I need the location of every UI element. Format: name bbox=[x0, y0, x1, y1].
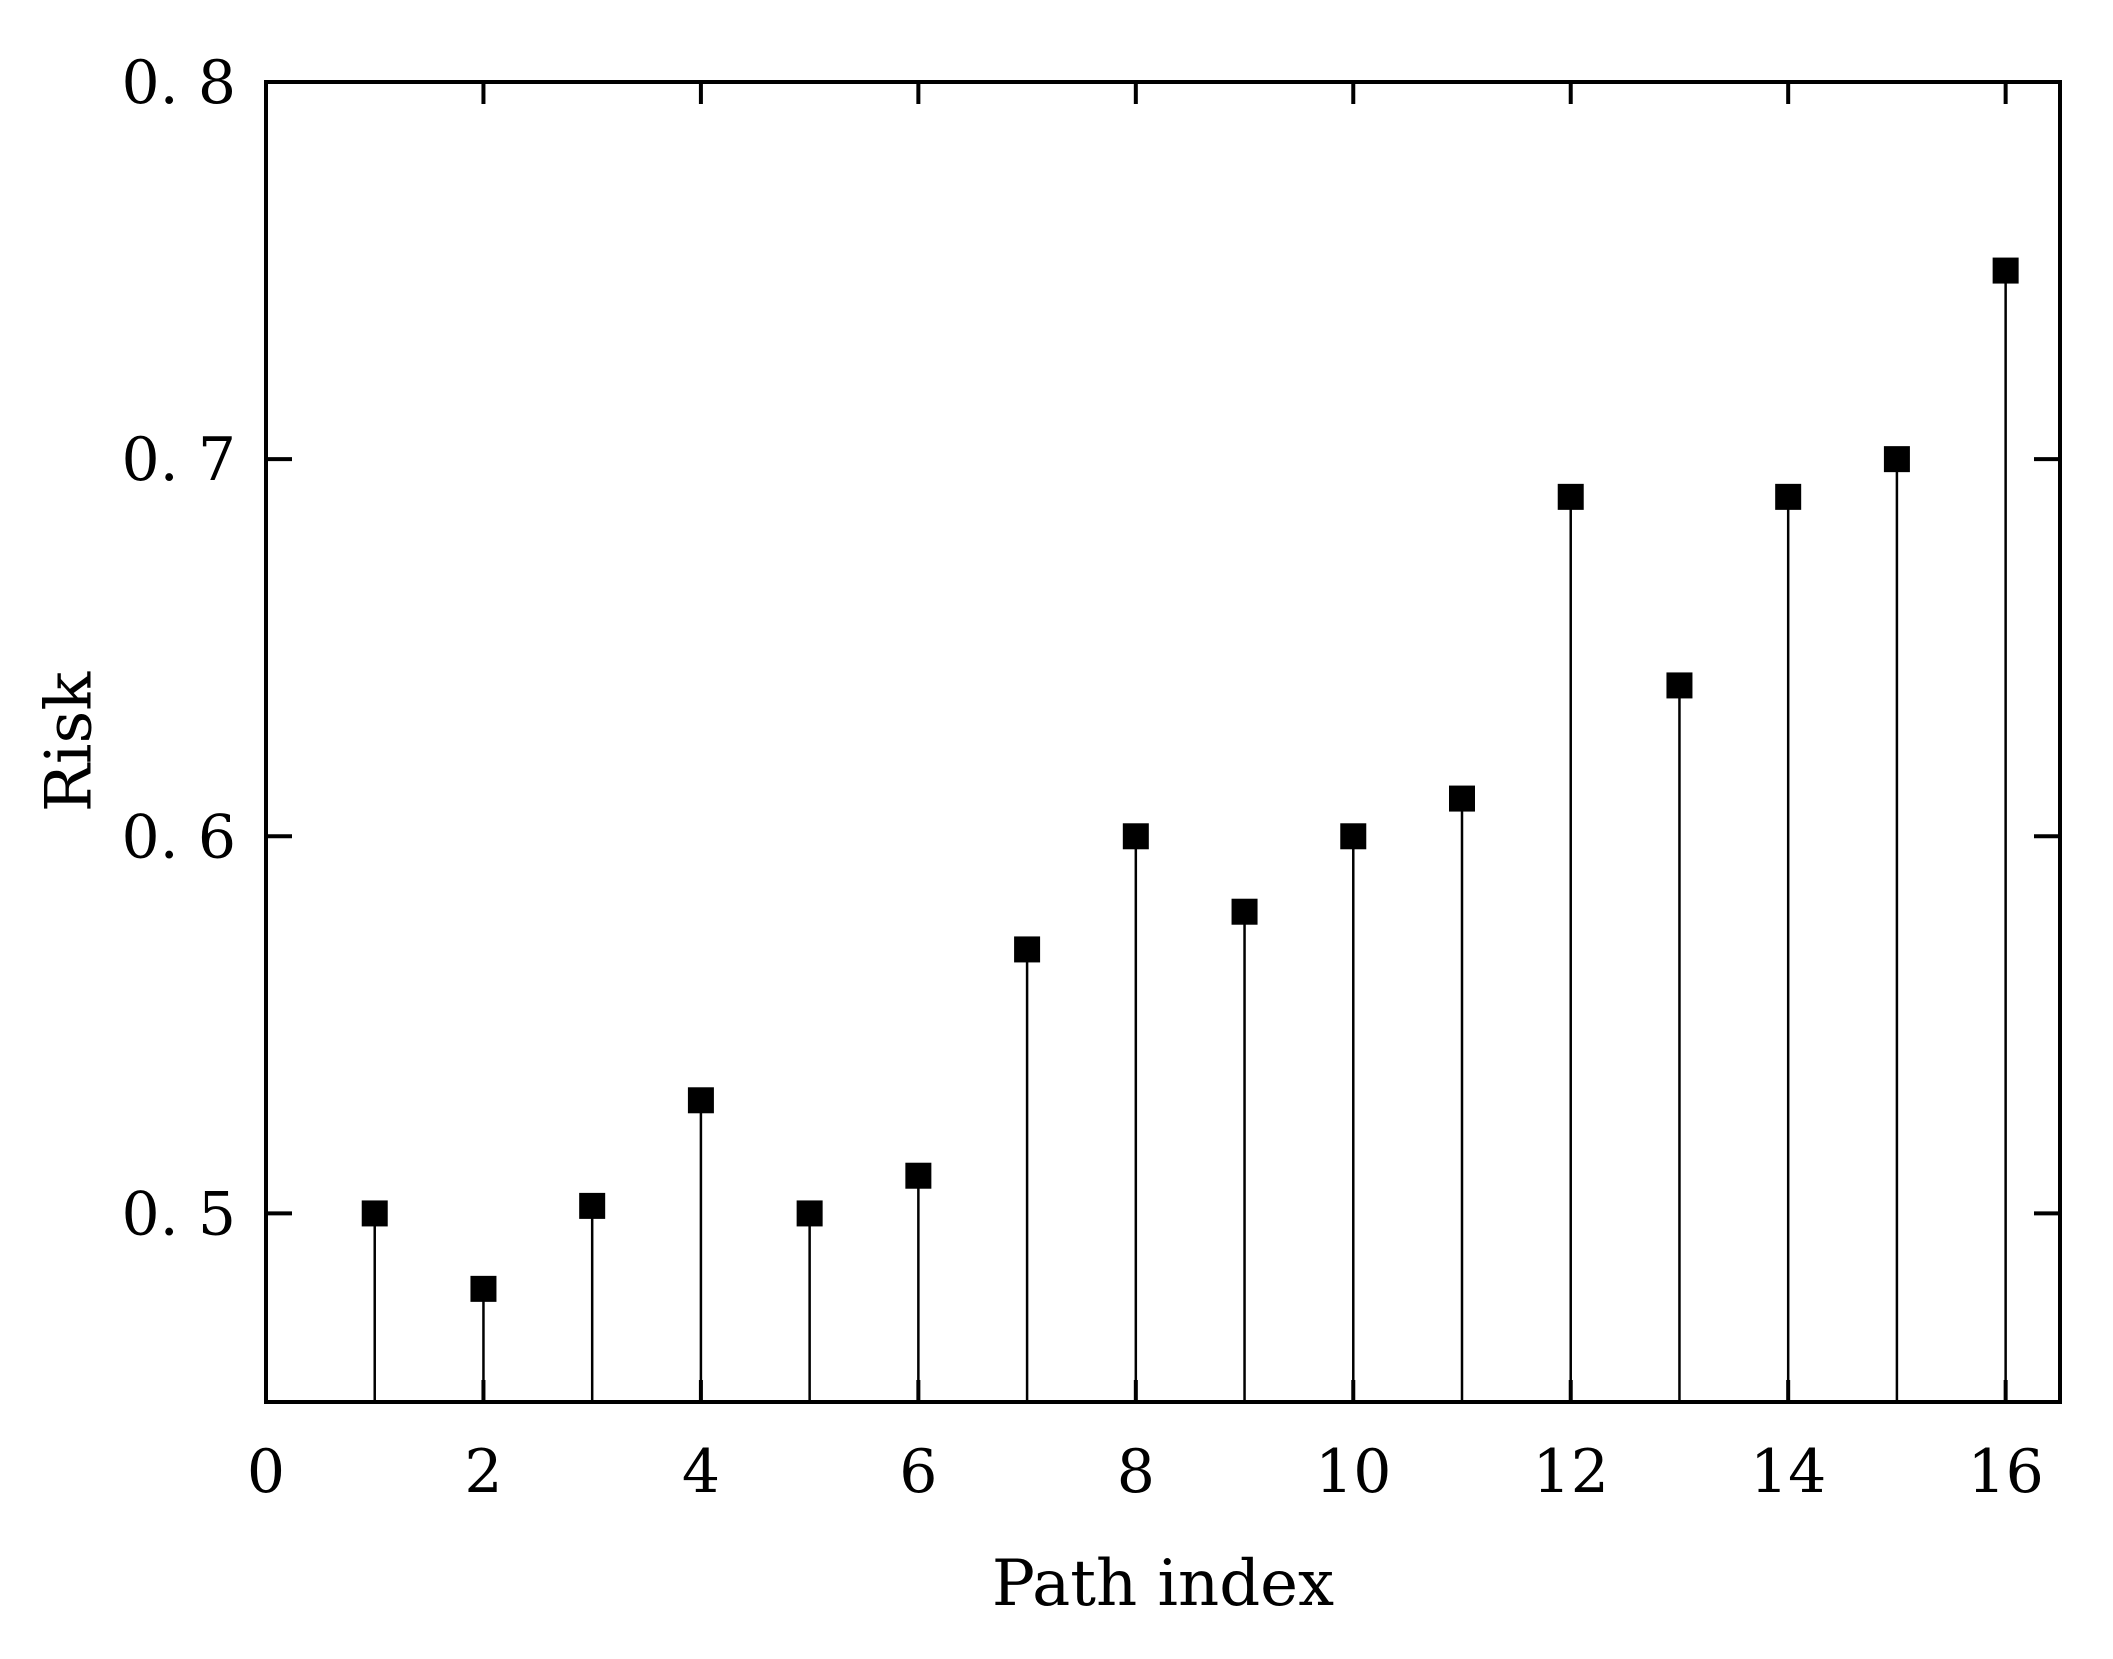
stem-marker bbox=[796, 1200, 823, 1227]
stem-marker bbox=[361, 1200, 388, 1227]
y-tick-label: 0. 8 bbox=[122, 48, 237, 118]
stem-marker bbox=[579, 1192, 606, 1219]
x-tick-label: 0 bbox=[247, 1437, 285, 1507]
markers bbox=[361, 257, 2019, 1302]
stem-marker bbox=[1449, 785, 1475, 812]
y-tick-label: 0. 7 bbox=[122, 425, 237, 495]
x-tick-label: 12 bbox=[1533, 1437, 1609, 1507]
x-tick-label: 2 bbox=[464, 1437, 502, 1507]
y-ticks bbox=[266, 80, 2060, 1216]
y-tick-labels: 0. 5 0. 6 0. 7 0. 8 bbox=[122, 48, 237, 1249]
x-tick-label: 14 bbox=[1750, 1437, 1826, 1507]
stem-marker bbox=[1014, 936, 1041, 963]
x-tick-label: 16 bbox=[1967, 1437, 2043, 1507]
stem-marker bbox=[905, 1162, 932, 1189]
x-tick-label: 10 bbox=[1315, 1437, 1391, 1507]
x-tick-label: 4 bbox=[682, 1437, 720, 1507]
stem-marker bbox=[1883, 446, 1910, 473]
stem-marker bbox=[1231, 898, 1258, 925]
x-tick-label: 8 bbox=[1117, 1437, 1155, 1507]
stem-marker bbox=[1122, 823, 1149, 850]
stem-marker bbox=[1340, 823, 1367, 850]
stem-marker bbox=[1666, 672, 1693, 699]
y-tick-label: 0. 5 bbox=[122, 1179, 237, 1249]
x-axis-label: Path index bbox=[992, 1547, 1334, 1621]
plot-frame bbox=[264, 80, 2062, 1404]
stem-marker bbox=[1775, 483, 1802, 510]
x-tick-labels: 0 2 4 6 8 10 12 14 16 bbox=[247, 1437, 2044, 1507]
stem-marker bbox=[1992, 257, 2019, 284]
stem-marker bbox=[470, 1275, 497, 1302]
y-axis-label: Risk bbox=[32, 671, 106, 813]
x-tick-label: 6 bbox=[899, 1437, 937, 1507]
stem-marker bbox=[687, 1087, 714, 1114]
stems bbox=[373, 270, 2007, 1402]
y-tick-label: 0. 6 bbox=[122, 802, 237, 872]
stem-marker bbox=[1557, 483, 1584, 510]
